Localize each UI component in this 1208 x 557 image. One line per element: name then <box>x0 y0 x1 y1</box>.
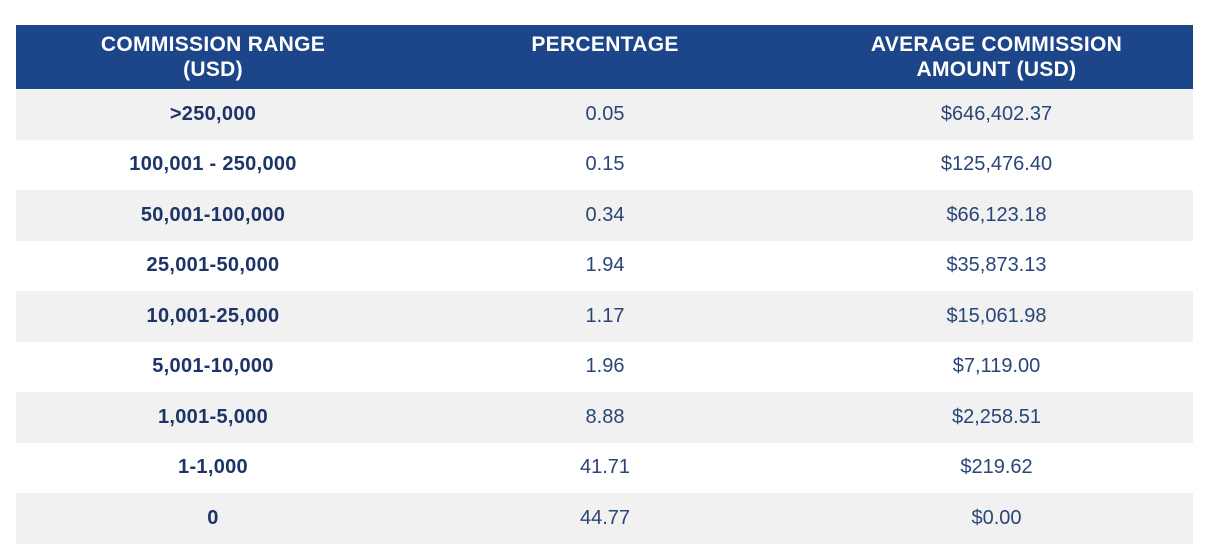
range-cell: 1-1,000 <box>178 456 248 479</box>
average-cell: $646,402.37 <box>940 102 1053 125</box>
average-cell: $35,873.13 <box>946 254 1047 277</box>
range-cell: 1,001-5,000 <box>157 405 269 428</box>
header-commission-range-line1: COMMISSION RANGE <box>100 33 326 56</box>
percentage-cell: 41.71 <box>579 456 631 479</box>
range-cell: 50,001-100,000 <box>140 203 286 226</box>
average-cell: $7,119.00 <box>952 355 1041 378</box>
table-row: 0 44.77 $0.00 <box>16 493 1193 544</box>
range-cell: 10,001-25,000 <box>146 304 280 327</box>
table-header: COMMISSION RANGE (USD) PERCENTAGE AVERAG… <box>16 25 1193 89</box>
table-row: 50,001-100,000 0.34 $66,123.18 <box>16 190 1193 241</box>
percentage-cell: 8.88 <box>585 405 625 428</box>
average-cell: $125,476.40 <box>940 153 1053 176</box>
table-row: 1-1,000 41.71 $219.62 <box>16 443 1193 494</box>
average-cell: $219.62 <box>960 456 1033 479</box>
header-percentage: PERCENTAGE <box>410 25 800 89</box>
range-cell: >250,000 <box>169 102 257 125</box>
percentage-cell: 44.77 <box>579 506 631 529</box>
header-percentage-label: PERCENTAGE <box>531 33 679 56</box>
table-row: 100,001 - 250,000 0.15 $125,476.40 <box>16 140 1193 191</box>
range-cell: 5,001-10,000 <box>152 355 274 378</box>
range-cell: 0 <box>207 506 219 529</box>
table-row: 25,001-50,000 1.94 $35,873.13 <box>16 241 1193 292</box>
table-row: 1,001-5,000 8.88 $2,258.51 <box>16 392 1193 443</box>
range-cell: 100,001 - 250,000 <box>129 153 297 176</box>
percentage-cell: 0.15 <box>585 153 625 176</box>
average-cell: $15,061.98 <box>946 304 1047 327</box>
average-cell: $66,123.18 <box>946 203 1047 226</box>
percentage-cell: 0.05 <box>585 102 625 125</box>
header-average-commission-line2: AMOUNT (USD) <box>916 58 1077 81</box>
header-commission-range-line2: (USD) <box>183 58 243 81</box>
commission-table: COMMISSION RANGE (USD) PERCENTAGE AVERAG… <box>16 25 1193 544</box>
percentage-cell: 1.17 <box>585 304 625 327</box>
header-commission-range: COMMISSION RANGE (USD) <box>16 25 410 89</box>
header-average-commission-line1: AVERAGE COMMISSION <box>870 33 1123 56</box>
table-row: 10,001-25,000 1.17 $15,061.98 <box>16 291 1193 342</box>
table-row: >250,000 0.05 $646,402.37 <box>16 89 1193 140</box>
percentage-cell: 0.34 <box>585 203 625 226</box>
percentage-cell: 1.94 <box>585 254 625 277</box>
percentage-cell: 1.96 <box>585 355 625 378</box>
range-cell: 25,001-50,000 <box>146 254 280 277</box>
header-average-commission: AVERAGE COMMISSION AMOUNT (USD) <box>800 25 1193 89</box>
average-cell: $2,258.51 <box>952 405 1041 428</box>
average-cell: $0.00 <box>971 506 1022 529</box>
table-row: 5,001-10,000 1.96 $7,119.00 <box>16 342 1193 393</box>
